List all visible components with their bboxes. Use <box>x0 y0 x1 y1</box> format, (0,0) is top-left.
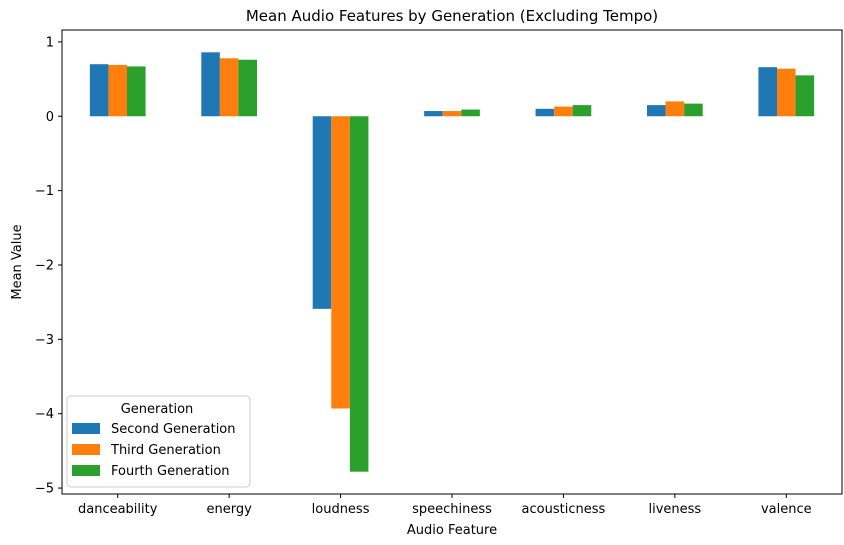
bar-valence-fourth-generation <box>795 75 815 117</box>
x-tick-label-energy: energy <box>206 502 252 517</box>
bar-valence-third-generation <box>777 68 796 117</box>
legend-label: Third Generation <box>110 443 221 458</box>
bar-valence-second-generation <box>758 67 777 117</box>
x-tick-label-danceability: danceability <box>78 502 158 517</box>
legend-swatch-second-generation <box>72 423 100 434</box>
bar-liveness-fourth-generation <box>684 103 703 117</box>
y-tick-label: 1 <box>46 35 54 50</box>
y-tick-label: −3 <box>35 333 54 348</box>
bar-loudness-second-generation <box>312 116 332 309</box>
bar-acousticness-second-generation <box>535 108 555 117</box>
legend-label: Fourth Generation <box>111 464 230 479</box>
bar-speechiness-fourth-generation <box>461 109 480 117</box>
x-tick-label-valence: valence <box>761 502 812 517</box>
bar-danceability-second-generation <box>89 64 109 117</box>
bar-loudness-fourth-generation <box>349 116 369 472</box>
legend-items: Second Generation Third Generation Fourth … <box>72 422 236 479</box>
bar-danceability-fourth-generation <box>127 66 146 117</box>
legend-title: Generation <box>121 402 194 417</box>
y-axis-title: Mean Value <box>10 224 25 299</box>
x-tick-label-liveness: liveness <box>649 502 702 517</box>
x-tick-label-speechiness: speechiness <box>412 502 492 517</box>
legend-label: Second Generation <box>111 422 236 437</box>
bar-speechiness-third-generation <box>442 111 462 117</box>
bar-danceability-third-generation <box>108 64 127 117</box>
y-tick-label: −4 <box>35 407 54 422</box>
chart-title: Mean Audio Features by Generation (Exclu… <box>246 7 658 25</box>
bar-speechiness-second-generation <box>424 111 443 117</box>
x-tick-label-acousticness: acousticness <box>522 502 606 517</box>
y-tick-label: −5 <box>35 482 54 497</box>
bar-energy-fourth-generation <box>238 59 257 117</box>
legend-box <box>66 395 251 488</box>
bar-loudness-third-generation <box>331 116 350 409</box>
x-tick-label-loudness: loudness <box>312 502 370 517</box>
bars-layer <box>89 52 815 472</box>
bar-energy-third-generation <box>219 58 239 117</box>
bar-energy-second-generation <box>201 52 220 117</box>
y-axis: 1 0 −1 −2 −3 −4 −5 <box>35 35 62 497</box>
bar-acousticness-fourth-generation <box>572 105 592 117</box>
legend-swatch-third-generation <box>72 444 100 455</box>
y-tick-label: −1 <box>35 184 54 199</box>
x-axis: danceability energy loudness speechiness aco… <box>78 494 812 517</box>
y-tick-label: −2 <box>35 258 54 273</box>
bar-acousticness-third-generation <box>554 106 573 117</box>
bar-liveness-second-generation <box>647 105 666 117</box>
legend-swatch-fourth-generation <box>72 465 100 476</box>
x-axis-title: Audio Feature <box>407 523 497 538</box>
y-tick-label: 0 <box>46 110 54 125</box>
bar-liveness-third-generation <box>665 101 685 117</box>
legend: Generation Second Generation Third Genera… <box>66 395 251 488</box>
